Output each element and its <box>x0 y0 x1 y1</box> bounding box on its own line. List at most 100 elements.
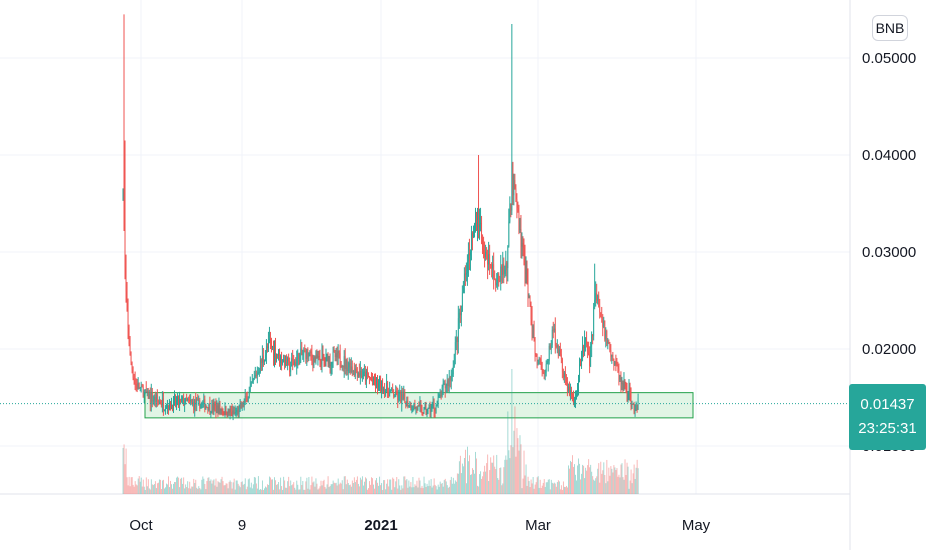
volume-bar <box>289 486 291 494</box>
candle-body <box>605 330 607 340</box>
candle-body <box>202 402 204 404</box>
candle-body <box>171 404 172 409</box>
volume-bar <box>238 485 240 494</box>
volume-bar <box>136 485 138 494</box>
volume-bar <box>450 476 452 494</box>
candle-body <box>127 303 129 328</box>
volume-bar <box>600 461 602 494</box>
volume-bar <box>129 486 131 494</box>
volume-bar <box>456 473 458 494</box>
candle-body <box>621 383 623 385</box>
candle-body <box>258 371 260 373</box>
candle-body <box>380 377 381 391</box>
candle-body <box>396 390 398 395</box>
unit-badge[interactable]: BNB <box>872 15 908 41</box>
volume-bar <box>636 459 638 494</box>
volume-bar <box>477 485 479 494</box>
volume-bar <box>481 478 483 494</box>
volume-bar <box>215 478 217 494</box>
candle-body <box>603 320 605 327</box>
candle-body <box>633 404 635 413</box>
candle-body <box>630 394 632 407</box>
volume-bar <box>348 485 350 494</box>
volume-bar <box>446 485 448 494</box>
volume-bar <box>604 474 606 494</box>
candle-body <box>497 273 499 283</box>
candle-body <box>220 409 222 411</box>
candle-body <box>213 403 215 410</box>
candle-body <box>322 352 324 356</box>
candle-body <box>442 383 444 388</box>
volume-bar <box>198 486 200 494</box>
volume-bar <box>409 486 411 494</box>
candle-body <box>187 399 189 401</box>
candle-body <box>282 362 283 364</box>
volume-bar <box>552 483 554 494</box>
volume-bar <box>521 488 523 494</box>
candle-body <box>508 221 510 247</box>
candle-body <box>535 353 537 356</box>
volume-bar <box>383 480 385 494</box>
candle-body <box>302 354 304 356</box>
candle-body <box>135 383 137 385</box>
volume-bar <box>144 489 146 494</box>
volume-bar <box>483 471 485 494</box>
volume-bar <box>150 479 152 494</box>
candle-body <box>206 407 208 409</box>
volume-bar <box>621 463 623 494</box>
volume-bar <box>558 481 560 494</box>
candle-body <box>556 344 558 347</box>
candle-body <box>452 366 454 375</box>
volume-bar <box>366 478 367 494</box>
candle-body <box>476 222 477 230</box>
candle-body <box>195 399 197 405</box>
candle-body <box>455 337 457 343</box>
candle-body <box>592 334 594 337</box>
candle-body <box>572 394 573 396</box>
volume-bar <box>596 476 598 494</box>
volume-bar <box>283 476 285 494</box>
candle-body <box>144 389 146 392</box>
volume-bar <box>373 484 374 494</box>
volume-bar <box>358 486 360 494</box>
candle-body <box>554 328 556 346</box>
volume-bar <box>177 476 179 494</box>
candle-body <box>274 347 275 357</box>
candle-body <box>267 346 268 349</box>
volume-bar <box>321 485 323 494</box>
candle-body <box>408 405 410 407</box>
candle-body <box>521 242 523 247</box>
candle-body <box>367 370 368 376</box>
volume-bar <box>512 447 514 494</box>
candle-body <box>136 384 138 390</box>
volume-bar <box>421 485 423 494</box>
volume-bar <box>246 486 248 494</box>
volume-bar <box>378 485 380 494</box>
volume-bar <box>396 477 398 494</box>
volume-bar <box>543 479 545 494</box>
volume-bar <box>455 481 457 494</box>
candle-body <box>504 270 506 274</box>
candle-body <box>292 358 294 361</box>
candle-body <box>346 359 348 372</box>
candle-body <box>175 397 176 405</box>
volume-bar <box>305 481 307 494</box>
volume-bar <box>381 483 383 494</box>
volume-bar <box>472 468 473 494</box>
volume-bar <box>595 478 597 494</box>
candle-body <box>280 355 281 363</box>
candle-body <box>418 405 420 407</box>
volume-bar <box>549 489 551 494</box>
volume-bar <box>532 476 534 494</box>
candle-body <box>378 383 379 388</box>
candle-body <box>196 398 198 405</box>
volume-bar <box>242 484 244 494</box>
candle-body <box>513 180 515 196</box>
volume-bar <box>497 478 499 494</box>
volume-bar <box>500 467 502 494</box>
candle-body <box>205 407 207 410</box>
candle-body <box>160 403 162 406</box>
candle-body <box>466 272 467 275</box>
time-axis[interactable]: Oct 9 2021 Mar May <box>129 517 710 534</box>
